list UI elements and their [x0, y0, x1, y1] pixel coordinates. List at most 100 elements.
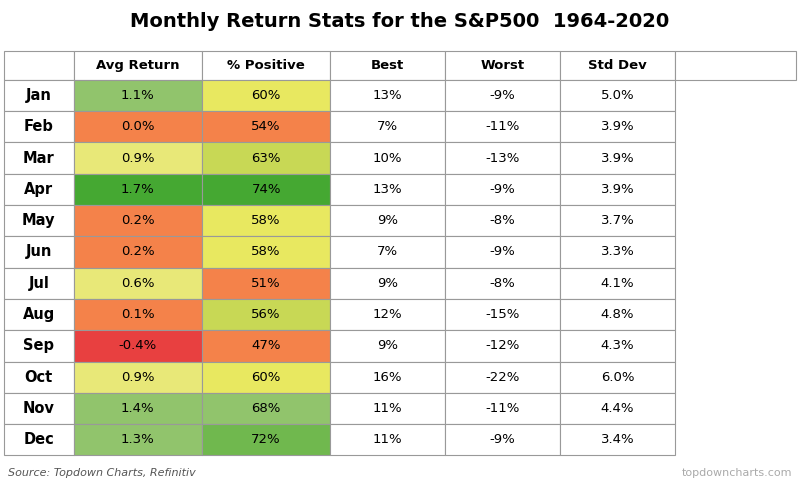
Bar	[445, 80, 560, 111]
Bar	[202, 142, 330, 174]
Bar	[4, 330, 74, 362]
Bar	[202, 268, 330, 299]
Text: 13%: 13%	[373, 183, 402, 196]
Text: Worst: Worst	[481, 59, 525, 72]
Text: 3.3%: 3.3%	[601, 245, 634, 258]
Text: 9%: 9%	[378, 277, 398, 290]
Bar	[330, 236, 445, 268]
Text: -11%: -11%	[486, 120, 520, 133]
Bar	[202, 330, 330, 362]
Bar	[202, 236, 330, 268]
Text: 1.1%: 1.1%	[121, 89, 154, 102]
Text: 47%: 47%	[251, 339, 281, 352]
Text: 0.1%: 0.1%	[121, 308, 154, 321]
Text: -8%: -8%	[490, 277, 515, 290]
Bar	[74, 51, 202, 80]
Bar	[560, 330, 675, 362]
Bar	[445, 111, 560, 142]
Bar	[74, 80, 202, 111]
Bar	[4, 174, 74, 205]
Bar	[74, 236, 202, 268]
Text: -9%: -9%	[490, 245, 515, 258]
Text: -15%: -15%	[486, 308, 520, 321]
Bar	[202, 174, 330, 205]
Text: 1.3%: 1.3%	[121, 433, 154, 446]
Bar	[74, 330, 202, 362]
Bar	[560, 51, 675, 80]
Text: 1.7%: 1.7%	[121, 183, 154, 196]
Text: Avg Return: Avg Return	[96, 59, 179, 72]
Bar	[202, 80, 330, 111]
Text: 72%: 72%	[251, 433, 281, 446]
Text: -11%: -11%	[486, 402, 520, 415]
Bar	[330, 362, 445, 393]
Text: 11%: 11%	[373, 433, 402, 446]
Bar	[74, 393, 202, 424]
Text: 13%: 13%	[373, 89, 402, 102]
Text: 51%: 51%	[251, 277, 281, 290]
Bar	[74, 424, 202, 455]
Text: Best: Best	[371, 59, 404, 72]
Bar	[74, 142, 202, 174]
Bar	[74, 268, 202, 299]
Bar	[4, 111, 74, 142]
Text: -9%: -9%	[490, 183, 515, 196]
Bar	[445, 268, 560, 299]
Text: 0.6%: 0.6%	[121, 277, 154, 290]
Text: Std Dev: Std Dev	[588, 59, 646, 72]
Bar	[445, 174, 560, 205]
Text: Jan: Jan	[26, 88, 52, 103]
Text: May: May	[22, 213, 55, 228]
Text: 58%: 58%	[251, 245, 281, 258]
Text: Feb: Feb	[24, 119, 54, 134]
Text: -9%: -9%	[490, 433, 515, 446]
Bar	[560, 424, 675, 455]
Text: 5.0%: 5.0%	[601, 89, 634, 102]
Text: -9%: -9%	[490, 89, 515, 102]
Text: Aug: Aug	[22, 307, 55, 322]
Text: 56%: 56%	[251, 308, 281, 321]
Bar	[560, 362, 675, 393]
Bar	[4, 80, 74, 111]
Bar	[445, 299, 560, 330]
Text: 63%: 63%	[251, 151, 281, 164]
Bar	[330, 51, 445, 80]
Text: 6.0%: 6.0%	[601, 371, 634, 384]
Text: 68%: 68%	[251, 402, 281, 415]
Bar	[445, 393, 560, 424]
Text: Jun: Jun	[26, 244, 52, 259]
Bar	[560, 299, 675, 330]
Bar	[675, 51, 796, 80]
Bar	[560, 268, 675, 299]
Text: Source: Topdown Charts, Refinitiv: Source: Topdown Charts, Refinitiv	[8, 469, 196, 478]
Bar	[202, 393, 330, 424]
Text: 3.9%: 3.9%	[601, 151, 634, 164]
Bar	[445, 205, 560, 236]
Bar	[74, 174, 202, 205]
Bar	[4, 268, 74, 299]
Bar	[445, 142, 560, 174]
Text: 60%: 60%	[251, 89, 281, 102]
Text: 0.9%: 0.9%	[121, 151, 154, 164]
Bar	[445, 424, 560, 455]
Bar	[560, 80, 675, 111]
Bar	[202, 362, 330, 393]
Text: 16%: 16%	[373, 371, 402, 384]
Bar	[4, 299, 74, 330]
Text: -13%: -13%	[486, 151, 520, 164]
Text: 12%: 12%	[373, 308, 402, 321]
Bar	[330, 111, 445, 142]
Text: Oct: Oct	[25, 370, 53, 385]
Bar	[330, 80, 445, 111]
Text: % Positive: % Positive	[227, 59, 305, 72]
Text: 0.2%: 0.2%	[121, 214, 154, 227]
Text: -12%: -12%	[486, 339, 520, 352]
Text: 3.4%: 3.4%	[601, 433, 634, 446]
Text: Sep: Sep	[23, 338, 54, 353]
Text: Mar: Mar	[23, 150, 54, 165]
Text: -22%: -22%	[486, 371, 520, 384]
Text: 74%: 74%	[251, 183, 281, 196]
Bar	[4, 424, 74, 455]
Bar	[330, 205, 445, 236]
Bar	[330, 174, 445, 205]
